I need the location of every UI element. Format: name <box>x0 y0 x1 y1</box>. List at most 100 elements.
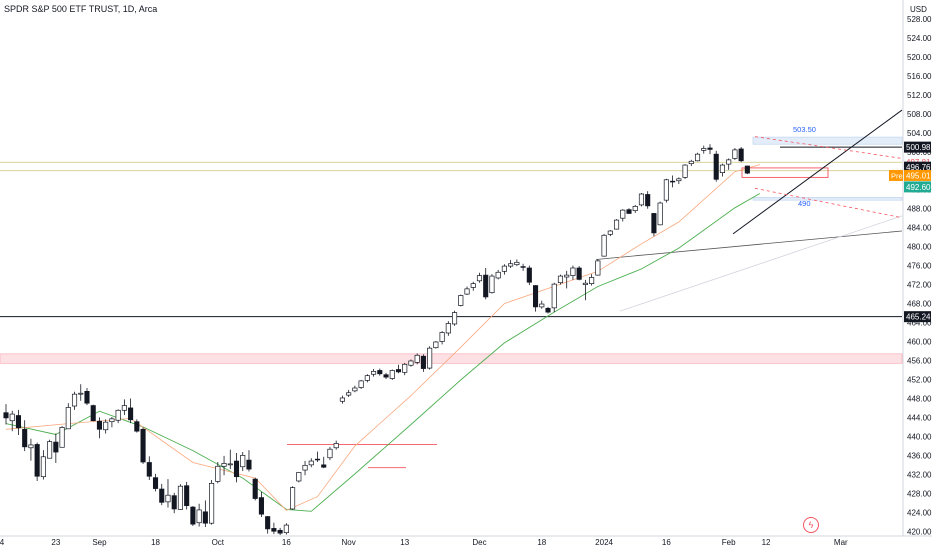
candle[interactable] <box>209 480 215 525</box>
candle[interactable] <box>165 479 171 508</box>
trend-line[interactable] <box>732 109 903 235</box>
candle[interactable] <box>59 425 65 448</box>
candle[interactable] <box>314 451 321 463</box>
candle[interactable] <box>514 259 520 267</box>
channel-line[interactable] <box>754 136 903 159</box>
candle[interactable] <box>78 384 84 401</box>
candle[interactable] <box>9 410 15 432</box>
candle[interactable] <box>651 212 657 237</box>
candle[interactable] <box>53 433 59 463</box>
candle[interactable] <box>688 159 694 167</box>
candle[interactable] <box>657 201 663 226</box>
candle[interactable] <box>744 165 750 175</box>
candle[interactable] <box>240 452 246 472</box>
candle[interactable] <box>258 491 264 518</box>
candle[interactable] <box>28 438 34 461</box>
candle[interactable] <box>545 306 551 314</box>
candle[interactable] <box>501 264 507 275</box>
candle[interactable] <box>277 527 283 536</box>
candle[interactable] <box>726 158 732 170</box>
trend-line[interactable] <box>619 215 903 312</box>
candle[interactable] <box>308 458 314 468</box>
candle[interactable] <box>333 440 339 450</box>
candle[interactable] <box>414 353 420 365</box>
lightning-icon[interactable]: ϟ <box>803 517 819 533</box>
candle[interactable] <box>620 209 626 222</box>
range-box[interactable] <box>741 167 829 178</box>
candle[interactable] <box>532 285 539 312</box>
candle[interactable] <box>719 163 726 177</box>
candle[interactable] <box>327 446 333 461</box>
candle[interactable] <box>564 270 570 289</box>
candle[interactable] <box>638 193 645 207</box>
candle[interactable] <box>433 341 439 349</box>
candle[interactable] <box>389 369 395 380</box>
candle[interactable] <box>47 439 53 459</box>
candle[interactable] <box>707 144 713 155</box>
candle[interactable] <box>371 369 377 377</box>
candle[interactable] <box>115 409 121 424</box>
candle[interactable] <box>670 175 676 188</box>
candle[interactable] <box>15 409 22 435</box>
candle[interactable] <box>134 419 140 433</box>
candle[interactable] <box>452 310 458 326</box>
candle[interactable] <box>694 152 701 162</box>
candle[interactable] <box>358 379 364 389</box>
candle[interactable] <box>246 450 252 472</box>
candle[interactable] <box>607 230 613 237</box>
candle[interactable] <box>395 364 402 374</box>
candle[interactable] <box>184 481 190 510</box>
candle[interactable] <box>676 177 682 185</box>
candle[interactable] <box>520 263 526 271</box>
candle[interactable] <box>146 456 152 481</box>
candle[interactable] <box>701 145 707 154</box>
candle[interactable] <box>339 395 345 404</box>
candle[interactable] <box>570 265 576 280</box>
candle[interactable] <box>3 404 9 425</box>
candle[interactable] <box>352 385 358 393</box>
candle[interactable] <box>738 147 744 163</box>
candle[interactable] <box>402 362 408 376</box>
candle[interactable] <box>271 522 277 535</box>
candle[interactable] <box>663 178 669 203</box>
candle[interactable] <box>445 321 451 336</box>
candle[interactable] <box>121 399 127 416</box>
candle[interactable] <box>613 219 620 230</box>
candle[interactable] <box>645 191 651 209</box>
candle[interactable] <box>539 300 545 309</box>
candle[interactable] <box>103 419 109 434</box>
candle[interactable] <box>383 372 389 379</box>
candle[interactable] <box>632 204 638 213</box>
candle[interactable] <box>152 473 159 492</box>
candle[interactable] <box>476 272 483 283</box>
candle[interactable] <box>140 427 146 464</box>
candle[interactable] <box>196 503 202 527</box>
candle[interactable] <box>526 265 532 286</box>
candle[interactable] <box>321 456 327 469</box>
candle[interactable] <box>420 354 426 372</box>
candle[interactable] <box>408 359 414 367</box>
candle[interactable] <box>470 281 476 291</box>
candle[interactable] <box>22 420 28 452</box>
candle[interactable] <box>364 374 370 383</box>
candle[interactable] <box>177 484 183 510</box>
candle[interactable] <box>508 259 514 268</box>
candle[interactable] <box>302 461 308 476</box>
candle[interactable] <box>96 417 103 439</box>
candle[interactable] <box>495 269 501 280</box>
trend-line[interactable] <box>595 230 903 260</box>
candle[interactable] <box>626 208 632 214</box>
candle[interactable] <box>233 452 240 483</box>
candle[interactable] <box>439 331 445 345</box>
candle[interactable] <box>551 282 557 313</box>
candle[interactable] <box>71 391 78 410</box>
candle[interactable] <box>582 279 588 301</box>
candle[interactable] <box>458 294 464 307</box>
candle[interactable] <box>483 268 489 300</box>
candle[interactable] <box>171 492 177 514</box>
candle[interactable] <box>65 403 71 430</box>
candle[interactable] <box>290 486 296 510</box>
candle[interactable] <box>464 286 470 296</box>
